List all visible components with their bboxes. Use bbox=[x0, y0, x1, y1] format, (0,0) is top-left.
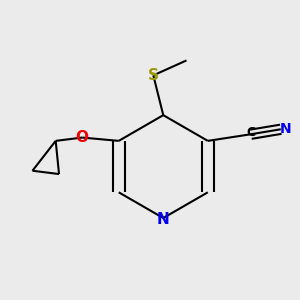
Text: C: C bbox=[246, 126, 256, 139]
Text: S: S bbox=[148, 68, 159, 83]
Text: O: O bbox=[76, 130, 89, 145]
Text: N: N bbox=[157, 212, 169, 227]
Text: N: N bbox=[280, 122, 292, 136]
